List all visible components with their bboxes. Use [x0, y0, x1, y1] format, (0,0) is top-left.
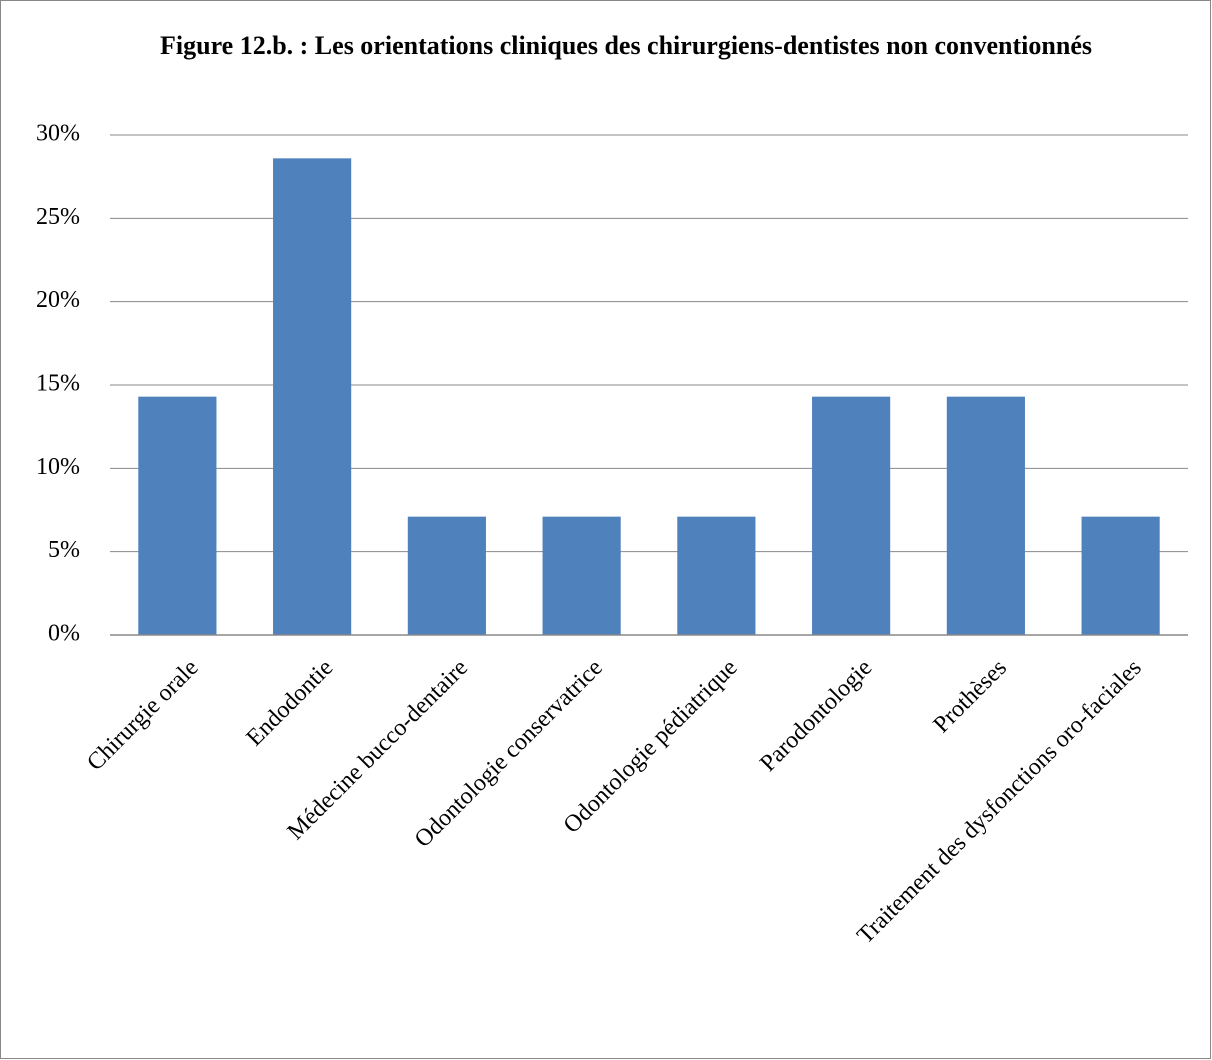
y-tick-label: 15% [36, 371, 80, 397]
bar [138, 396, 217, 635]
y-tick-label: 25% [36, 204, 80, 230]
y-tick-label: 5% [48, 537, 80, 563]
bar [1081, 516, 1160, 635]
y-tick-label: 20% [36, 287, 80, 313]
y-tick-label: 10% [36, 454, 80, 480]
bar [812, 396, 891, 635]
y-tick-label: 30% [36, 121, 80, 147]
y-tick-label: 0% [48, 621, 80, 647]
chart-title: Figure 12.b. : Les orientations clinique… [160, 31, 1092, 60]
bar [946, 396, 1025, 635]
bar [273, 158, 352, 636]
bar [677, 516, 756, 635]
bar [407, 516, 486, 635]
bar [542, 516, 621, 635]
